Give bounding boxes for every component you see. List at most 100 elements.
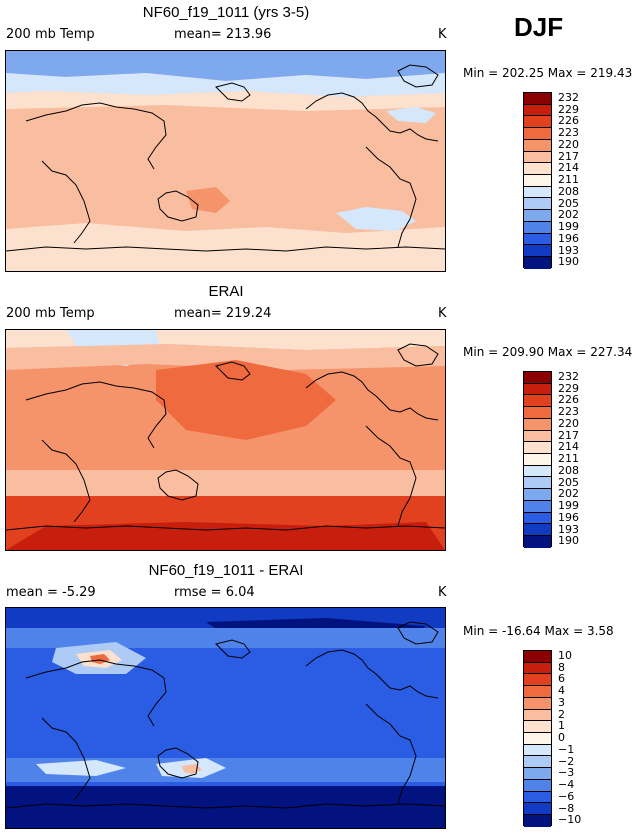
colorbar-swatch — [524, 128, 551, 140]
panel2-minmax: Min = 209.90 Max = 227.34 — [463, 345, 633, 359]
colorbar-swatch — [524, 163, 551, 176]
colorbar-level-label: −4 — [558, 778, 575, 792]
colorbar-swatch — [524, 697, 551, 710]
colorbar-level-label: 223 — [558, 126, 579, 140]
colorbar-swatch — [524, 709, 551, 722]
colorbar-level-label: −10 — [558, 813, 582, 827]
coastline — [365, 425, 417, 527]
panel1-variable: 200 mb Temp — [6, 27, 95, 42]
colorbar-level-label: 10 — [558, 649, 572, 662]
colorbar-swatch — [524, 477, 551, 490]
colorbar-level-label: 205 — [558, 475, 579, 489]
coastline — [6, 525, 445, 531]
field-contour — [6, 522, 445, 550]
field-contour — [36, 760, 126, 776]
coastline — [397, 64, 439, 88]
coastline — [6, 803, 445, 809]
panel3-minmax: Min = -16.64 Max = 3.58 — [463, 624, 614, 638]
panel3-map — [5, 607, 446, 829]
colorbar-level-label: 211 — [558, 173, 579, 187]
colorbar-level-label: 196 — [558, 510, 579, 524]
panel1-map — [5, 50, 446, 272]
coastline — [365, 703, 417, 805]
coastline — [305, 649, 439, 699]
colorbar-level-label: 214 — [558, 161, 579, 175]
panel2-title: ERAI — [208, 283, 244, 300]
colorbar-swatch — [524, 257, 551, 269]
colorbar-level-label: 1 — [558, 719, 565, 733]
colorbar-swatch — [524, 210, 551, 222]
coastline — [157, 469, 199, 501]
colorbar-level-label: 199 — [558, 499, 579, 513]
colorbar-swatch — [524, 418, 551, 431]
panel2-variable: 200 mb Temp — [6, 306, 95, 321]
colorbar-level-label: 3 — [558, 695, 565, 709]
field-contour — [156, 360, 336, 440]
colorbar-level-label: 232 — [558, 370, 579, 383]
colorbar-swatch — [524, 151, 551, 164]
colorbar-level-label: 208 — [558, 184, 579, 198]
colorbar-swatch — [524, 93, 551, 105]
colorbar-swatch — [524, 721, 551, 734]
colorbar-swatch — [524, 744, 551, 757]
colorbar-swatch — [524, 779, 551, 792]
field-contour — [186, 187, 230, 213]
colorbar-level-label: 205 — [558, 196, 579, 210]
colorbar-level-label: 199 — [558, 220, 579, 234]
colorbar-swatch — [524, 221, 551, 234]
coastline — [41, 160, 91, 244]
colorbar-swatch — [524, 500, 551, 513]
colorbar-swatch — [524, 768, 551, 780]
colorbar-level-label: 211 — [558, 452, 579, 466]
colorbar-swatch — [524, 116, 551, 129]
field-contour — [6, 223, 445, 271]
panel1-field — [6, 51, 445, 271]
colorbar-level-label: 4 — [558, 684, 565, 698]
season-label: DJF — [514, 12, 564, 42]
panel1-mean: mean= 213.96 — [174, 27, 272, 42]
panel3-colorbar — [523, 650, 552, 827]
colorbar-level-label: 223 — [558, 405, 579, 419]
colorbar-level-label: 232 — [558, 91, 579, 104]
colorbar-level-label: 217 — [558, 149, 579, 163]
panel2-field — [6, 330, 445, 550]
field-contour — [386, 107, 436, 123]
colorbar-level-label: −2 — [558, 754, 575, 768]
colorbar-swatch — [524, 489, 551, 501]
colorbar-swatch — [524, 465, 551, 478]
colorbar-swatch — [524, 536, 551, 548]
colorbar-level-label: 220 — [558, 416, 579, 430]
colorbar-swatch — [524, 186, 551, 199]
field-contour — [6, 51, 445, 81]
colorbar-level-label: 2 — [558, 707, 565, 721]
colorbar-level-label: 193 — [558, 522, 579, 536]
panel3-mean: mean = -5.29 — [6, 585, 96, 600]
colorbar-swatch — [524, 175, 551, 187]
coastline — [25, 102, 167, 170]
colorbar-swatch — [524, 372, 551, 384]
colorbar-level-label: 226 — [558, 393, 579, 407]
field-contour — [336, 207, 416, 231]
colorbar-swatch — [524, 674, 551, 687]
coastline — [157, 747, 199, 779]
colorbar-level-label: 226 — [558, 114, 579, 128]
panel1-minmax: Min = 202.25 Max = 219.43 — [463, 66, 633, 80]
coastline — [215, 82, 251, 102]
colorbar-level-label: 190 — [558, 255, 579, 269]
colorbar-swatch — [524, 524, 551, 537]
colorbar-swatch — [524, 383, 551, 396]
colorbar-swatch — [524, 245, 551, 258]
colorbar-level-label: 8 — [558, 660, 565, 674]
panel2-colorbar — [523, 371, 552, 548]
colorbar-swatch — [524, 791, 551, 804]
field-contour — [6, 470, 445, 496]
coastline — [157, 190, 199, 222]
colorbar-swatch — [524, 651, 551, 663]
field-contour — [6, 91, 445, 111]
panel3-title: NF60_f19_1011 - ERAI — [148, 562, 304, 579]
colorbar-level-label: 208 — [558, 463, 579, 477]
panel1-colorbar — [523, 92, 552, 269]
colorbar-level-label: −3 — [558, 766, 575, 780]
colorbar-swatch — [524, 512, 551, 525]
colorbar-level-label: 202 — [558, 208, 579, 222]
